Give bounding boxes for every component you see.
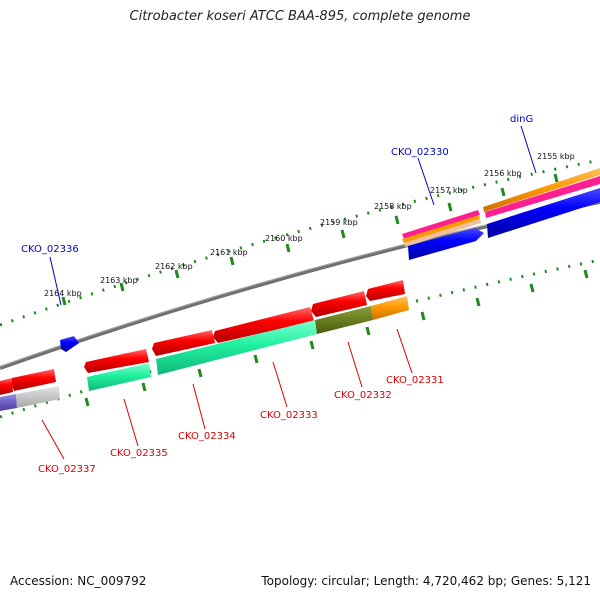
scale-label: 2162 kbp — [155, 262, 193, 271]
gene-CKO_02337-purple — [0, 394, 17, 411]
major-tick — [553, 173, 559, 183]
scale-label: 2161 kbp — [210, 248, 248, 257]
major-tick — [197, 368, 203, 378]
leader-CKO_02331 — [396, 328, 413, 374]
gene-CKO_02335-red — [84, 349, 149, 373]
leader-CKO_02333 — [272, 361, 288, 408]
gene-label-dinG: dinG — [510, 114, 533, 125]
major-tick — [420, 311, 426, 321]
scale-label: 2159 kbp — [320, 218, 358, 227]
leader-CKO_02334 — [192, 383, 206, 430]
major-tick — [84, 397, 90, 407]
major-tick — [253, 354, 259, 364]
major-tick — [583, 269, 589, 279]
major-tick — [119, 282, 125, 292]
inner-major-ticks — [84, 269, 589, 407]
gene-CKO_02335-green — [87, 363, 151, 391]
gene-CKO_02332-red — [311, 291, 367, 317]
scale-labels: 2164 kbp 2163 kbp 2162 kbp 2161 kbp 2160… — [44, 152, 575, 298]
gene-CKO_02337-part-b — [12, 369, 56, 391]
major-tick — [285, 243, 291, 253]
gene-CKO_02333-red — [213, 307, 314, 343]
major-tick — [229, 256, 235, 266]
label-leader-lines — [41, 125, 537, 460]
forward-feature-pink — [402, 210, 480, 239]
scale-label: 2164 kbp — [44, 289, 82, 298]
scale-label: 2157 kbp — [430, 186, 468, 195]
gene-CKO_02332-olive — [315, 306, 373, 334]
topology-text: Topology: circular; Length: 4,720,462 bp… — [261, 574, 591, 588]
gene-label-CKO_02330: CKO_02330 — [391, 147, 449, 158]
scale-label: 2163 kbp — [100, 276, 138, 285]
major-tick — [365, 326, 371, 336]
gene-label-CKO_02334: CKO_02334 — [178, 431, 236, 442]
leader-CKO_02335 — [123, 398, 139, 447]
forward-feature-peach — [404, 219, 481, 247]
scale-label: 2158 kbp — [374, 202, 412, 211]
major-tick — [141, 382, 147, 392]
gene-CKO_02337-gray — [16, 386, 60, 408]
gene-dinG-orange — [483, 168, 600, 212]
forward-strand-features — [60, 168, 600, 352]
gene-dinG-pink — [485, 176, 600, 218]
gene-label-CKO_02336: CKO_02336 — [21, 244, 79, 255]
scale-label: 2160 kbp — [265, 234, 303, 243]
scale-label: 2155 kbp — [537, 152, 575, 161]
gene-labels: CKO_02336 CKO_02330 dinG CKO_02337 CKO_0… — [21, 114, 533, 475]
gene-label-CKO_02337: CKO_02337 — [38, 464, 96, 475]
map-title: Citrobacter koseri ATCC BAA-895, complet… — [129, 9, 471, 24]
gene-label-CKO_02331: CKO_02331 — [386, 375, 444, 386]
forward-feature-orange — [402, 215, 480, 243]
leader-CKO_02336 — [49, 256, 62, 306]
gene-label-CKO_02335: CKO_02335 — [110, 448, 168, 459]
reverse-strand-features — [0, 280, 409, 411]
gene-CKO_02334-red — [152, 330, 215, 356]
major-tick — [174, 269, 180, 279]
major-tick — [447, 202, 453, 212]
leader-CKO_02332 — [347, 341, 363, 388]
gene-CKO_02334-green — [156, 320, 317, 375]
gene-dinG-blue — [487, 188, 600, 238]
leader-dinG — [520, 125, 537, 174]
accession-text: Accession: NC_009792 — [10, 574, 147, 588]
major-tick — [340, 229, 346, 239]
major-tick — [500, 187, 506, 197]
gene-CKO_02331-red — [366, 280, 405, 301]
major-tick — [529, 283, 535, 293]
gene-CKO_02330 — [408, 228, 484, 260]
leader-CKO_02337 — [41, 419, 65, 460]
major-tick — [309, 340, 315, 350]
leader-CKO_02330 — [417, 157, 435, 206]
gene-CKO_02331-orange — [371, 296, 409, 320]
gene-label-CKO_02333: CKO_02333 — [260, 410, 318, 421]
major-tick — [61, 296, 67, 306]
gene-CKO_02337-part-a — [0, 378, 13, 395]
gene-label-CKO_02332: CKO_02332 — [334, 390, 392, 401]
major-tick — [394, 215, 400, 225]
gene-CKO_02336 — [60, 336, 79, 352]
scale-label: 2156 kbp — [484, 169, 522, 178]
major-tick — [475, 297, 481, 307]
outer-major-ticks — [61, 173, 559, 306]
